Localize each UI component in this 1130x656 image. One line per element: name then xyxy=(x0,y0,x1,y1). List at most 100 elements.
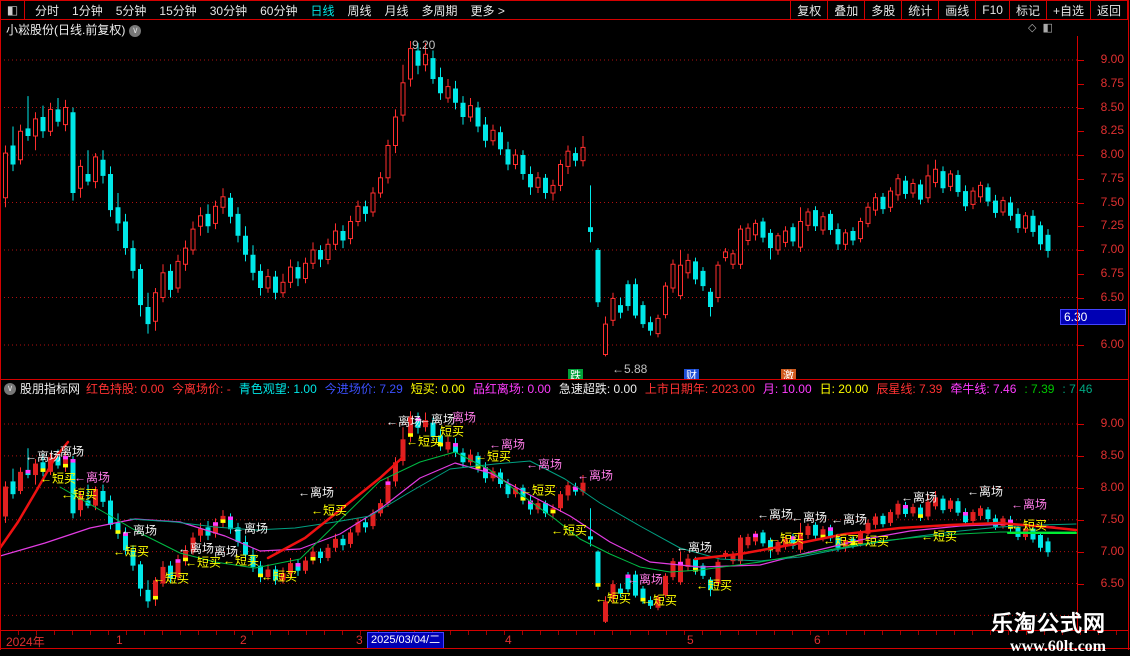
exit-signal-label: ←离场 xyxy=(232,521,269,536)
axis-tick-label: 8.50 xyxy=(1100,99,1124,114)
time-axis-label: 5 xyxy=(687,633,694,647)
indicator-field: 上市日期年: 2023.00 xyxy=(644,381,755,396)
exit-signal-label: ←离场 xyxy=(1011,497,1048,512)
time-axis-label: 3 xyxy=(356,633,363,647)
axis-tick-label: 8.00 xyxy=(1100,147,1124,161)
axis-tick-label: 7.25 xyxy=(1100,218,1124,233)
exit-signal-label: 离场 xyxy=(60,444,85,459)
axis-tick-label: 7.00 xyxy=(1100,242,1124,256)
toolbar-button-返回[interactable]: 返回 xyxy=(1089,1,1127,19)
period-tab-月线[interactable]: 月线 xyxy=(384,3,409,18)
time-axis-label: 4 xyxy=(505,633,512,647)
sub-price-axis: 9.00 8.50 8.00 7.50 7.00 6.50 xyxy=(1078,397,1128,630)
event-badge-财[interactable]: 财 xyxy=(684,369,699,379)
period-tab-更多 >[interactable]: 更多 > xyxy=(470,3,505,18)
period-tab-周线[interactable]: 周线 xyxy=(347,3,372,18)
exit-signal-label: ←离场 xyxy=(178,541,215,556)
exit-signal-label: ←离场 xyxy=(386,414,423,429)
period-tab-30分钟[interactable]: 30分钟 xyxy=(209,3,248,18)
indicator-field: 短买: 0.00 xyxy=(410,381,465,396)
toolbar-button-多股[interactable]: 多股 xyxy=(864,1,901,19)
indicator-field: 牵牛线: 7.46 xyxy=(950,381,1017,396)
toolbar-right-buttons: 复权 叠加 多股 统计 画线 F10 标记 +自选 返回 xyxy=(790,1,1127,19)
axis-tick-label: 6.00 xyxy=(1100,337,1124,351)
exit-signal-label: 离场 xyxy=(214,544,239,559)
indicator-field: 日: 20.00 xyxy=(819,381,869,396)
axis-tick-mark xyxy=(1078,551,1084,553)
main-chart-canvas xyxy=(0,41,1077,357)
watermark: 乐淘公式网 www.60lt.com xyxy=(991,606,1106,656)
exit-signal-label: ←离场 xyxy=(74,470,111,485)
period-tab-1分钟[interactable]: 1分钟 xyxy=(72,3,103,18)
indicator-field: 月: 10.00 xyxy=(762,381,812,396)
toolbar-button-统计[interactable]: 统计 xyxy=(901,1,938,19)
exit-signal-label: ←离场 xyxy=(831,512,868,527)
watermark-site-name: 乐淘公式网 xyxy=(990,611,1106,636)
axis-tick-mark xyxy=(1078,178,1084,180)
event-badge-激[interactable]: 激 xyxy=(781,369,796,379)
main-candle-chart[interactable]: 9.20 ←5.88 跌 财 激 xyxy=(0,36,1077,379)
buy-signal-label: ←短买 xyxy=(595,591,632,606)
period-tab-15分钟[interactable]: 15分钟 xyxy=(159,3,197,18)
axis-tick-label: 8.75 xyxy=(1100,75,1124,90)
buy-signal-label: ←短买 xyxy=(823,533,860,548)
axis-tick-label: 6.75 xyxy=(1100,265,1124,280)
period-tab-多周期[interactable]: 多周期 xyxy=(421,3,458,18)
bottom-edge xyxy=(0,648,1130,650)
axis-tick-label: 6.50 xyxy=(1100,575,1124,590)
time-axis: 2024年 1 2 3 4 5 6 2025/03/04/二 xyxy=(0,630,1128,649)
axis-tick-mark xyxy=(1078,455,1084,457)
toolbar-button-复权[interactable]: 复权 xyxy=(790,1,827,19)
period-tab-5分钟[interactable]: 5分钟 xyxy=(115,3,147,18)
event-badge-跌[interactable]: 跌 xyxy=(568,369,583,379)
buy-signal-label: ←短买 xyxy=(113,544,150,559)
diamond-icon[interactable]: ◇ xyxy=(1028,22,1043,34)
toolbar-button-+自选[interactable]: +自选 xyxy=(1045,1,1090,19)
indicator-name[interactable]: 股朋指标网 xyxy=(20,382,81,396)
page-title: 小崧股份(日线.前复权) ∨ xyxy=(6,21,142,38)
current-price-tag: 6.30 xyxy=(1060,308,1126,325)
indicator-chevron-icon[interactable]: ∨ xyxy=(4,382,16,395)
panes-icon[interactable]: ◧ xyxy=(1042,22,1059,34)
high-price-annotation: 9.20 xyxy=(412,38,436,52)
exit-signal-label: ←离场 xyxy=(901,490,938,505)
buy-signal-label: ←短买 xyxy=(641,593,678,608)
sub-chart-canvas xyxy=(0,411,1077,624)
toolbar-button-叠加[interactable]: 叠加 xyxy=(827,1,864,19)
exit-signal-label: 离场 xyxy=(452,410,477,425)
period-tab-60分钟[interactable]: 60分钟 xyxy=(260,3,298,18)
exit-signal-label: ←离场 xyxy=(25,449,62,464)
indicator-field: 红色持股: 0.00 xyxy=(86,381,165,396)
axis-tick-mark xyxy=(1078,487,1084,489)
buy-signal-label: ←短买 xyxy=(921,529,958,544)
axis-tick-mark xyxy=(1078,107,1084,109)
axis-tick-mark xyxy=(1078,226,1084,228)
axis-tick-mark xyxy=(1078,519,1084,521)
window-layout-icon[interactable]: ◧ xyxy=(1,1,25,19)
buy-signal-label: ←短买 xyxy=(520,483,557,498)
axis-tick-mark xyxy=(1078,250,1084,251)
signal-sub-chart[interactable]: ←离场 离场 ←离场 ←离场 ←离场 离场 ←离场 ←离场 ←离场 ←离场 离场 ←离场 ←离场 ←离场 ←… xyxy=(0,397,1077,630)
axis-tick-mark xyxy=(1078,273,1084,275)
indicator-field: 今进场价: 7.29 xyxy=(324,381,403,396)
buy-signal-label: ←短买 xyxy=(406,434,443,449)
axis-tick-mark xyxy=(1078,155,1084,156)
title-corner-icons[interactable]: ◇◧ xyxy=(1028,21,1059,34)
axis-tick-label: 8.25 xyxy=(1100,123,1124,138)
buy-signal-label: ←短买 xyxy=(696,578,733,593)
indicator-field: 青色观望: 1.00 xyxy=(238,381,317,396)
indicator-field: 急速超跌: 0.00 xyxy=(558,381,637,396)
indicator-field: 品红离场: 0.00 xyxy=(472,381,551,396)
period-tab-分时[interactable]: 分时 xyxy=(35,3,60,18)
exit-signal-label: ←离场 xyxy=(526,457,563,472)
toolbar-button-画线[interactable]: 画线 xyxy=(938,1,975,19)
toolbar-button-F10[interactable]: F10 xyxy=(975,1,1009,19)
chevron-down-icon[interactable]: ∨ xyxy=(129,24,142,37)
right-border xyxy=(1128,0,1129,650)
exit-signal-label: ←离场 xyxy=(757,507,794,522)
period-tab-日线[interactable]: 日线 xyxy=(310,3,335,18)
toolbar-button-标记[interactable]: 标记 xyxy=(1008,1,1046,19)
exit-signal-label: ←离场 xyxy=(121,523,158,538)
buy-signal-label: ←短买 xyxy=(153,571,190,586)
exit-signal-label: ←离场 xyxy=(419,412,456,427)
